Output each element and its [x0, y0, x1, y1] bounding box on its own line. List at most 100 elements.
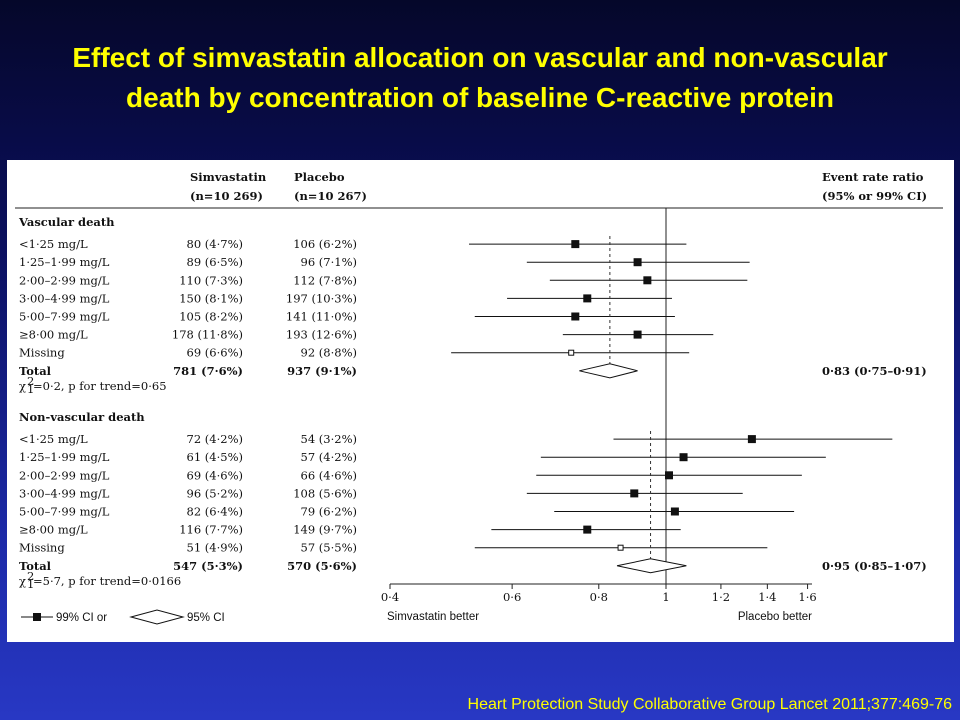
row-placebo: 112 (7·8%) — [293, 273, 357, 287]
row-label: 1·25–1·99 mg/L — [19, 450, 110, 464]
square-marker — [583, 294, 592, 303]
row-placebo: 96 (7·1%) — [301, 255, 357, 269]
summary-diamond — [616, 558, 687, 574]
x-tick-label: 1·6 — [798, 590, 816, 604]
trend-text: =5·7, p for trend=0·0166 — [33, 574, 181, 588]
row-placebo: 57 (4·2%) — [301, 450, 357, 464]
total-label: Total — [19, 559, 52, 573]
row-simvastatin: 80 (4·7%) — [187, 237, 243, 251]
row-placebo: 106 (6·2%) — [293, 237, 357, 251]
total-simvastatin: 547 (5·3%) — [173, 559, 243, 573]
forest-plot-panel: Simvastatin (n=10 269) Placebo (n=10 267) Ev… — [7, 160, 954, 642]
title-line-2: death by concentration of baseline C-rea… — [126, 82, 834, 113]
x-tick-label: 1·4 — [758, 590, 776, 604]
row-placebo: 92 (8·8%) — [301, 346, 357, 360]
header-event-rate-ratio: Event rate ratio — [822, 170, 924, 184]
forest-plot: Simvastatin (n=10 269) Placebo (n=10 267) Ev… — [15, 170, 943, 625]
row-placebo: 79 (6·2%) — [301, 505, 357, 519]
row-label: 3·00–4·99 mg/L — [19, 291, 110, 305]
trend-text: =0·2, p for trend=0·65 — [33, 379, 167, 393]
square-marker — [633, 258, 642, 267]
open-square-marker — [617, 544, 624, 551]
total-label: Total — [19, 364, 52, 378]
placebo-better-label: Placebo better — [738, 611, 812, 623]
legend-square-marker — [33, 613, 41, 621]
row-simvastatin: 72 (4·2%) — [187, 432, 243, 446]
row-placebo: 54 (3·2%) — [301, 432, 357, 446]
square-marker — [571, 312, 580, 321]
row-label: 2·00–2·99 mg/L — [19, 468, 110, 482]
header-ci: (95% or 99% CI) — [822, 189, 927, 203]
slide-title: Effect of simvastatin allocation on vasc… — [0, 38, 960, 118]
open-square-marker — [568, 349, 575, 356]
row-label: ≥8·00 mg/L — [19, 328, 88, 342]
legend-diamond — [129, 609, 185, 625]
square-marker — [643, 276, 652, 285]
row-simvastatin: 89 (6·5%) — [187, 255, 243, 269]
row-label: 1·25–1·99 mg/L — [19, 255, 110, 269]
header-placebo-n: (n=10 267) — [294, 189, 367, 203]
row-simvastatin: 116 (7·7%) — [179, 523, 243, 537]
row-placebo: 193 (12·6%) — [286, 328, 357, 342]
square-marker — [571, 240, 580, 249]
row-simvastatin: 150 (8·1%) — [179, 291, 243, 305]
trend-subscript: 1 — [27, 577, 34, 591]
row-simvastatin: 61 (4·5%) — [187, 450, 243, 464]
section-heading: Non-vascular death — [19, 410, 145, 424]
header-placebo: Placebo — [294, 170, 345, 184]
row-placebo: 197 (10·3%) — [286, 291, 357, 305]
title-line-1: Effect of simvastatin allocation on vasc… — [72, 42, 888, 73]
citation: Heart Protection Study Collaborative Gro… — [467, 696, 952, 713]
row-simvastatin: 96 (5·2%) — [187, 486, 243, 500]
summary-diamond — [579, 363, 638, 379]
legend-99-ci: 99% CI or — [56, 612, 107, 624]
row-label: Missing — [19, 346, 65, 360]
total-placebo: 937 (9·1%) — [287, 364, 357, 378]
row-label: 2·00–2·99 mg/L — [19, 273, 110, 287]
total-placebo: 570 (5·6%) — [287, 559, 357, 573]
total-ci-text: 0·83 (0·75–0·91) — [822, 364, 927, 378]
square-marker — [630, 489, 639, 498]
row-simvastatin: 69 (6·6%) — [187, 346, 243, 360]
row-label: <1·25 mg/L — [19, 432, 88, 446]
row-placebo: 57 (5·5%) — [301, 541, 357, 555]
row-simvastatin: 105 (8·2%) — [179, 310, 243, 324]
trend-chi: χ — [19, 379, 26, 393]
header-simvastatin-n: (n=10 269) — [190, 189, 263, 203]
row-simvastatin: 69 (4·6%) — [187, 468, 243, 482]
row-label: 3·00–4·99 mg/L — [19, 486, 110, 500]
trend-chi: χ — [19, 574, 26, 588]
trend-superscript: 2 — [27, 569, 34, 583]
total-ci-text: 0·95 (0·85–1·07) — [822, 559, 927, 573]
square-marker — [679, 453, 688, 462]
header-simvastatin: Simvastatin — [190, 170, 267, 184]
trend-superscript: 2 — [27, 374, 34, 388]
row-simvastatin: 82 (6·4%) — [187, 505, 243, 519]
row-label: ≥8·00 mg/L — [19, 523, 88, 537]
total-simvastatin: 781 (7·6%) — [173, 364, 243, 378]
x-tick-label: 0·6 — [503, 590, 521, 604]
square-marker — [670, 507, 679, 516]
square-marker — [633, 330, 642, 339]
legend-95-ci: 95% CI — [187, 612, 225, 624]
row-placebo: 66 (4·6%) — [301, 468, 357, 482]
x-tick-label: 0·4 — [381, 590, 399, 604]
x-tick-label: 0·8 — [590, 590, 608, 604]
square-marker — [664, 471, 673, 480]
row-simvastatin: 110 (7·3%) — [179, 273, 243, 287]
row-simvastatin: 51 (4·9%) — [187, 541, 243, 555]
row-label: 5·00–7·99 mg/L — [19, 505, 110, 519]
square-marker — [583, 525, 592, 534]
square-marker — [747, 435, 756, 444]
row-label: Missing — [19, 541, 65, 555]
row-simvastatin: 178 (11·8%) — [172, 328, 243, 342]
trend-subscript: 1 — [27, 382, 34, 396]
row-label: <1·25 mg/L — [19, 237, 88, 251]
row-placebo: 149 (9·7%) — [293, 523, 357, 537]
simvastatin-better-label: Simvastatin better — [387, 611, 479, 623]
section-heading: Vascular death — [18, 215, 115, 229]
row-placebo: 108 (5·6%) — [293, 486, 357, 500]
row-placebo: 141 (11·0%) — [286, 310, 357, 324]
row-label: 5·00–7·99 mg/L — [19, 310, 110, 324]
x-tick-label: 1·2 — [712, 590, 730, 604]
